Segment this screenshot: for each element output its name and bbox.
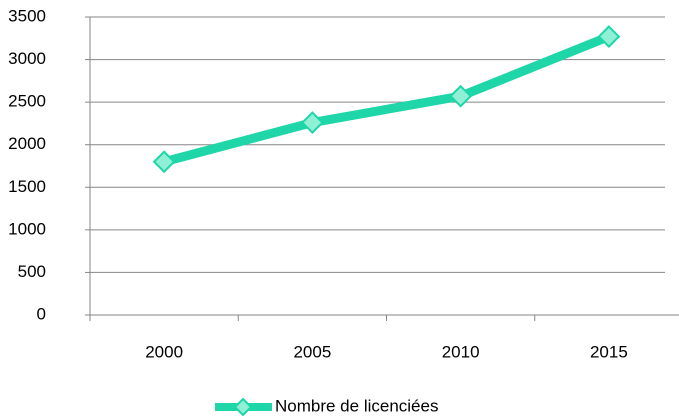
y-tick-label: 2000 <box>8 134 46 153</box>
y-tick-label: 3500 <box>8 6 46 25</box>
marker <box>597 25 621 48</box>
marker <box>449 84 473 108</box>
x-tick-label: 2000 <box>145 342 183 361</box>
legend-label: Nombre de licenciées <box>275 396 438 415</box>
x-tick-label: 2015 <box>590 342 628 361</box>
legend-marker <box>233 397 253 417</box>
y-tick-label: 1000 <box>8 219 46 238</box>
x-tick-label: 2005 <box>293 342 331 361</box>
y-tick-label: 1500 <box>8 177 46 196</box>
y-tick-label: 0 <box>37 304 46 323</box>
series-line <box>162 32 611 167</box>
marker <box>152 150 176 174</box>
x-tick-label: 2010 <box>442 342 480 361</box>
y-tick-label: 2500 <box>8 92 46 111</box>
y-tick-label: 500 <box>18 262 46 281</box>
y-tick-label: 3000 <box>8 49 46 68</box>
marker <box>300 111 324 134</box>
